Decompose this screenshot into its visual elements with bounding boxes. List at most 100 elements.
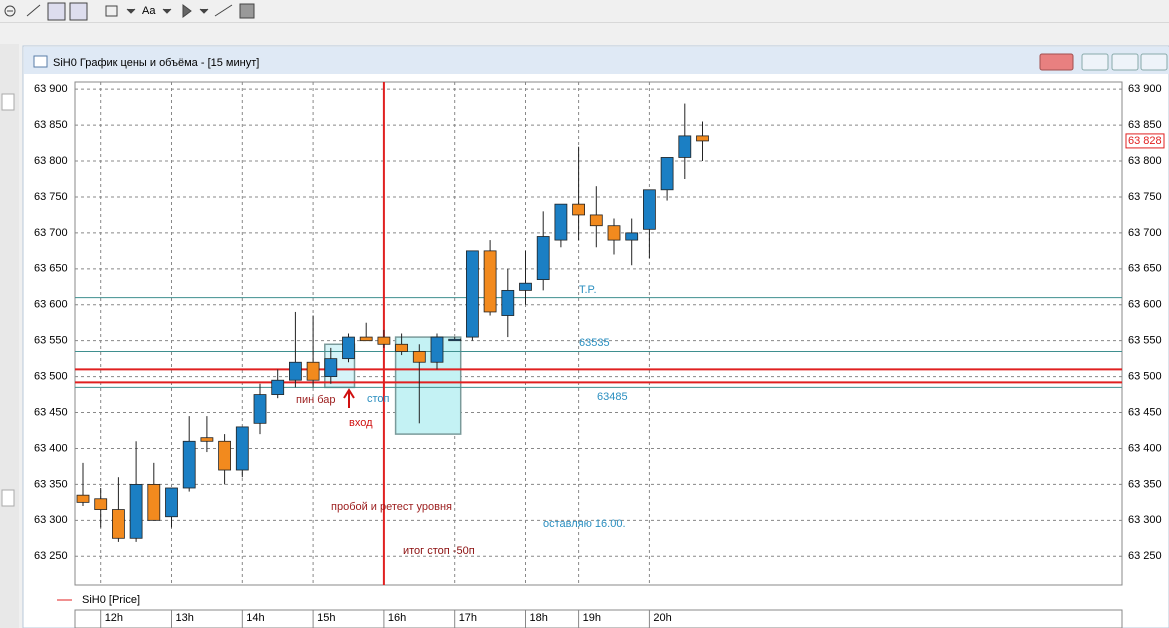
y-tick-label: 63 450 <box>34 406 68 418</box>
last-price-box <box>1125 133 1165 149</box>
candle-body <box>288 361 302 381</box>
y-tick-label-right: 63 400 <box>1128 442 1162 454</box>
scroll-thumb[interactable] <box>1 489 15 507</box>
annotation: 63535 <box>579 337 610 349</box>
candle-body <box>412 351 426 363</box>
y-tick-label-right: 63 250 <box>1128 550 1162 562</box>
link-button[interactable] <box>1039 53 1074 71</box>
y-tick-label: 63 400 <box>34 442 68 454</box>
title-bar <box>24 47 1169 74</box>
x-tick-label: 16h <box>388 612 406 624</box>
candle-body <box>165 487 178 518</box>
candle-body <box>359 336 373 342</box>
font-button[interactable]: Aa <box>142 5 156 17</box>
y-tick-label: 63 750 <box>34 191 68 203</box>
annotation: вход <box>349 417 373 429</box>
y-tick-label: 63 850 <box>34 119 68 131</box>
candle-body <box>342 336 355 360</box>
restore-button[interactable] <box>1111 53 1139 71</box>
candle-body <box>94 498 108 510</box>
y-tick-label: 63 600 <box>34 299 68 311</box>
y-tick-label: 63 900 <box>34 83 68 95</box>
window-title: SiH0 График цены и объёма - [15 минут] <box>53 57 259 69</box>
y-tick-label-right: 63 350 <box>1128 478 1162 490</box>
x-tick-label: 13h <box>176 612 194 624</box>
annotation: итог стоп -50п <box>403 545 475 557</box>
candle-body <box>607 225 621 241</box>
candle-body <box>76 494 90 503</box>
y-tick-label-right: 63 550 <box>1128 335 1162 347</box>
dropdown[interactable] <box>162 8 172 14</box>
annotation: стоп <box>367 393 390 405</box>
candle-body <box>324 358 338 378</box>
candle-body <box>589 214 603 227</box>
y-tick-label: 63 700 <box>34 227 68 239</box>
candle-body <box>696 135 709 142</box>
y-tick-label-right: 63 900 <box>1128 83 1162 95</box>
candle-body <box>271 379 285 395</box>
dropdown[interactable] <box>199 8 209 14</box>
hand-tool[interactable] <box>47 2 66 21</box>
candle-body <box>643 189 656 230</box>
zone <box>394 336 462 435</box>
x-tick-label: 17h <box>459 612 477 624</box>
candle-body <box>572 203 585 216</box>
annotation: 63485 <box>597 391 628 403</box>
y-tick-label: 63 250 <box>34 550 68 562</box>
candle-body <box>147 483 161 521</box>
toolbar <box>0 0 1169 22</box>
candle-body <box>536 236 550 281</box>
y-tick-label-right: 63 450 <box>1128 406 1162 418</box>
entry-arrow <box>343 388 355 408</box>
y-tick-label: 63 550 <box>34 335 68 347</box>
candle-body <box>306 361 320 381</box>
last-price-label: 63 828 <box>1128 135 1162 147</box>
hand-tool-2[interactable] <box>69 2 88 21</box>
toolbar-icons <box>4 2 255 21</box>
candle-body <box>235 426 249 471</box>
candle-body <box>218 440 232 471</box>
y-tick-label-right: 63 300 <box>1128 514 1162 526</box>
dropdown[interactable] <box>126 8 136 14</box>
close-button[interactable] <box>1140 53 1168 71</box>
rect-tool[interactable] <box>105 5 118 17</box>
candle-body <box>501 289 515 316</box>
minimize-button[interactable] <box>1081 53 1109 71</box>
ruler[interactable] <box>26 4 41 17</box>
y-tick-label-right: 63 800 <box>1128 155 1162 167</box>
candle-body <box>554 203 568 241</box>
y-tick-label: 63 800 <box>34 155 68 167</box>
y-tick-label: 63 350 <box>34 478 68 490</box>
annotation: пин бар <box>296 394 336 406</box>
candle-body <box>678 135 692 158</box>
scroll-thumb[interactable] <box>1 93 15 111</box>
play-tool[interactable] <box>182 4 192 18</box>
eye-tool[interactable] <box>214 4 233 17</box>
candle-body <box>448 338 462 342</box>
x-tick-label: 19h <box>583 612 601 624</box>
zoom-out[interactable] <box>4 5 16 17</box>
candle-body <box>253 394 267 424</box>
candle-body <box>182 440 196 489</box>
candle-body <box>395 343 409 352</box>
window-icon <box>33 55 48 68</box>
time-axis <box>74 609 1123 628</box>
annotation: пробой и ретест уровня <box>331 501 452 513</box>
y-tick-label: 63 650 <box>34 263 68 275</box>
candle-body <box>430 336 444 363</box>
layers-tool[interactable] <box>239 3 255 19</box>
y-tick-label-right: 63 500 <box>1128 371 1162 383</box>
y-tick-label-right: 63 650 <box>1128 263 1162 275</box>
y-tick-label-right: 63 750 <box>1128 191 1162 203</box>
x-tick-label: 18h <box>530 612 548 624</box>
x-tick-label: 14h <box>246 612 264 624</box>
y-tick-label: 63 500 <box>34 371 68 383</box>
legend-label: SiH0 [Price] <box>82 594 140 606</box>
y-tick-label-right: 63 850 <box>1128 119 1162 131</box>
x-tick-label: 15h <box>317 612 335 624</box>
y-tick-label-right: 63 700 <box>1128 227 1162 239</box>
candle-body <box>112 509 125 539</box>
candle-body <box>660 157 674 191</box>
plot-area <box>74 81 1123 586</box>
